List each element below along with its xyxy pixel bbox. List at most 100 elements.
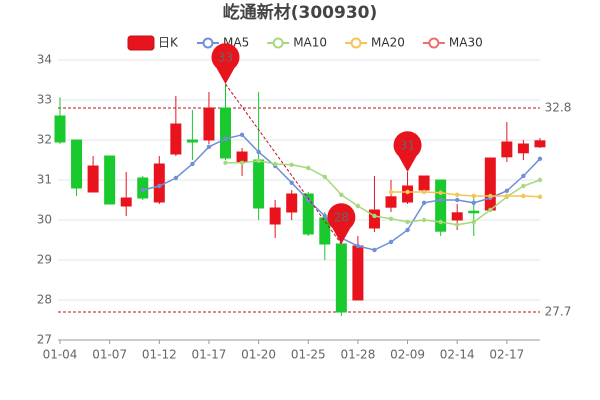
candle-body <box>352 245 364 301</box>
candle-body <box>203 107 215 141</box>
candle-body <box>54 115 66 143</box>
ma-point <box>388 189 394 195</box>
candle-body <box>468 210 480 214</box>
candle-body <box>170 123 182 155</box>
x-tick-label: 01-28 <box>340 348 375 362</box>
ma-point <box>421 189 427 195</box>
annotation-label: 33 <box>218 51 233 65</box>
ma-point <box>256 158 261 163</box>
chart-title: 屹通新材(300930) <box>223 2 378 23</box>
ma-point <box>438 219 443 225</box>
x-tick-label: 02-14 <box>440 348 475 362</box>
ma-point <box>405 227 410 233</box>
y-tick-label: 29 <box>37 253 52 267</box>
candle-body <box>286 193 298 213</box>
x-tick-label: 01-07 <box>92 348 127 362</box>
ma-point <box>322 174 327 179</box>
candle-body <box>534 140 546 148</box>
candle-body <box>104 155 116 205</box>
candle-body <box>501 141 513 158</box>
ma-point <box>471 200 476 205</box>
ma-point <box>438 190 443 195</box>
candle-body <box>71 139 83 189</box>
x-tick-label: 01-20 <box>241 348 276 362</box>
candle-body <box>368 209 380 229</box>
ma-line <box>391 191 540 198</box>
x-tick-label: 01-25 <box>291 348 326 362</box>
y-tick-label: 33 <box>37 93 52 107</box>
ma-point <box>421 217 427 223</box>
ma-point <box>488 207 493 213</box>
ma-point <box>223 160 228 165</box>
y-tick-label: 32 <box>37 133 52 147</box>
ma-point <box>421 200 427 205</box>
candle-body <box>87 165 99 193</box>
candle-body <box>435 179 447 232</box>
ma-point <box>521 173 526 179</box>
ma-point <box>272 161 278 167</box>
ma-point <box>306 197 311 203</box>
ma-point <box>455 192 460 197</box>
candle-body <box>385 196 397 208</box>
ma-point <box>256 149 261 155</box>
ma-point <box>322 213 327 219</box>
y-tick-label: 30 <box>37 213 52 227</box>
x-tick-label: 01-04 <box>43 348 78 362</box>
annotation-label: 31 <box>400 139 415 153</box>
x-tick-label: 02-09 <box>390 348 425 362</box>
ma-point <box>239 160 245 165</box>
candle-body <box>236 151 248 163</box>
ma-point <box>372 213 377 219</box>
y-tick-label: 28 <box>37 293 52 307</box>
legend-swatch <box>350 37 362 49</box>
ma-point <box>471 193 476 199</box>
ma-point <box>455 222 460 227</box>
candle-body <box>484 157 496 211</box>
candle-body <box>269 207 281 225</box>
legend-label: MA30 <box>449 36 483 50</box>
candle-body <box>153 163 165 203</box>
ma-point <box>388 216 394 221</box>
reference-label: 27.7 <box>545 305 572 319</box>
annotation-pin <box>211 43 240 84</box>
x-tick-label: 01-17 <box>192 348 227 362</box>
candle-body <box>253 159 265 209</box>
ma-point <box>537 156 543 161</box>
ma-point <box>355 203 361 209</box>
candle-body <box>517 143 529 154</box>
ma-point <box>388 239 394 245</box>
candle-body <box>120 197 132 207</box>
candle-body <box>451 212 463 221</box>
ma-point <box>537 194 543 199</box>
ma-point <box>190 161 195 167</box>
ma-point <box>488 193 493 199</box>
legend-swatch <box>202 37 214 49</box>
ma-point <box>339 192 344 197</box>
x-tick-label: 01-12 <box>142 348 177 362</box>
reference-label: 32.8 <box>545 101 572 115</box>
legend-swatch <box>272 37 284 49</box>
ma-point <box>173 175 179 181</box>
legend-label: MA20 <box>371 36 405 50</box>
legend-label: MA10 <box>293 36 327 50</box>
ma-point <box>471 219 476 225</box>
ma-point <box>239 132 245 137</box>
ma-point <box>521 193 526 199</box>
x-tick-label: 02-17 <box>489 348 524 362</box>
ma-point <box>306 165 311 171</box>
ma-point <box>504 188 510 193</box>
legend-label: 日K <box>158 36 179 50</box>
ma-line <box>225 160 541 226</box>
candle-body <box>220 107 231 159</box>
legend-swatch <box>127 35 155 51</box>
ma-point <box>372 247 377 253</box>
y-tick-label: 31 <box>37 173 52 187</box>
candle-body <box>335 243 347 313</box>
ma-point <box>405 219 410 225</box>
ma-point <box>206 144 212 149</box>
ma-point <box>504 193 510 199</box>
candle-body <box>418 175 430 191</box>
legend-swatch <box>428 37 440 49</box>
trend-line <box>225 83 342 245</box>
